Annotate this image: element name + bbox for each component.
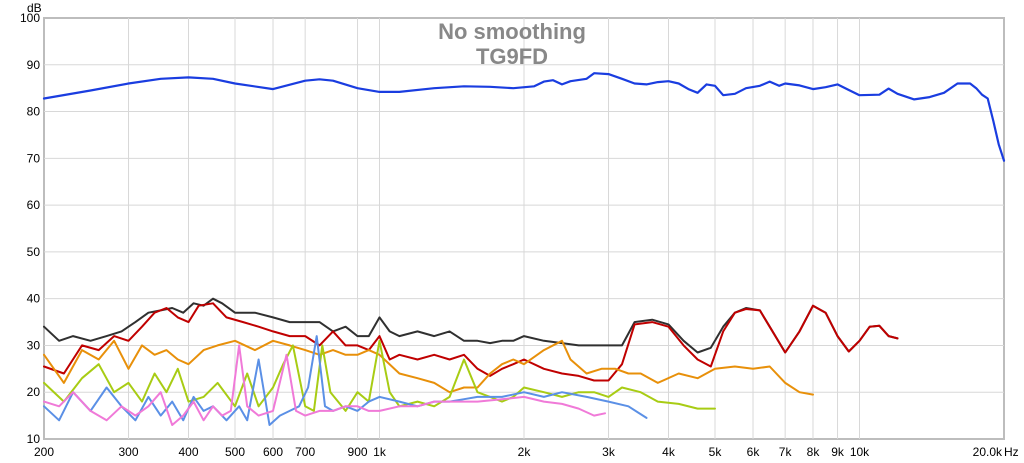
series-line-4 <box>43 339 814 396</box>
chart-title: No smoothing <box>438 19 586 44</box>
y-tick-label: 30 <box>27 338 41 352</box>
x-tick-label: 20.0k <box>973 445 1003 459</box>
x-tick-label: 9k <box>831 445 845 459</box>
x-tick-label: 6k <box>747 445 761 459</box>
x-axis-unit-label: Hz <box>1004 445 1019 459</box>
x-tick-label: 400 <box>178 445 198 459</box>
x-tick-labels: 200 300 400 500 600 700 900 1k 2k 3k 4k 5k 6k 7k 8k 9k 1… <box>34 445 1003 459</box>
x-tick-label: 8k <box>807 445 821 459</box>
y-tick-label: 10 <box>27 432 41 446</box>
x-tick-label: 2k <box>518 445 532 459</box>
x-tick-label: 500 <box>225 445 245 459</box>
y-tick-label: 90 <box>27 58 41 72</box>
y-tick-label: 70 <box>27 151 41 165</box>
x-tick-label: 3k <box>602 445 616 459</box>
series-line-5 <box>43 339 716 412</box>
series-line-1 <box>42 72 1006 162</box>
x-tick-label: 5k <box>709 445 723 459</box>
series-line-6 <box>43 335 648 426</box>
x-tick-label: 10k <box>850 445 870 459</box>
y-tick-label: 20 <box>27 385 41 399</box>
x-tick-label: 200 <box>34 445 54 459</box>
y-tick-label: 80 <box>27 105 41 119</box>
y-tick-label: 50 <box>27 245 41 259</box>
y-tick-label: 100 <box>20 11 40 25</box>
x-tick-label: 1k <box>373 445 387 459</box>
series-line-3 <box>43 302 899 382</box>
series-line-7 <box>43 344 606 426</box>
y-tick-labels: 10 20 30 40 50 60 70 80 90 100 <box>20 11 40 446</box>
series-group <box>42 72 1006 426</box>
x-tick-label: 600 <box>263 445 283 459</box>
x-tick-label: 900 <box>348 445 368 459</box>
x-tick-label: 300 <box>119 445 139 459</box>
chart-subtitle: TG9FD <box>476 44 548 69</box>
y-tick-label: 40 <box>27 292 41 306</box>
x-tick-label: 700 <box>295 445 315 459</box>
x-tick-label: 7k <box>779 445 793 459</box>
grid <box>44 18 1004 439</box>
y-tick-label: 60 <box>27 198 41 212</box>
y-axis-label: dB <box>27 1 42 15</box>
x-tick-label: 4k <box>662 445 676 459</box>
